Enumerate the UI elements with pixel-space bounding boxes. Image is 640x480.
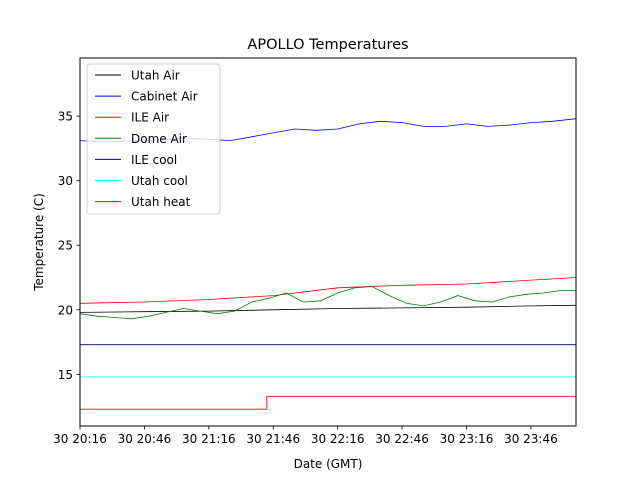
x-tick-label: 30 23:46 [504, 432, 558, 446]
series-line-ile-air [80, 277, 576, 304]
legend-label-utah-cool: Utah cool [131, 174, 188, 188]
x-tick-label: 30 21:16 [182, 432, 236, 446]
legend-label-ile-air: ILE Air [131, 111, 169, 125]
legend: Utah Air Cabinet Air ILE Air Dome Air ILE co… [86, 63, 221, 215]
y-tick-label: 20 [58, 303, 73, 317]
x-tick-label: 30 22:46 [375, 432, 429, 446]
legend-label-utah-heat: Utah heat [131, 195, 191, 209]
x-axis: 30 20:16 30 20:46 30 21:16 30 21:46 30 22:16… [53, 426, 558, 446]
series-line-dome-air [80, 286, 576, 320]
legend-label-dome-air: Dome Air [131, 132, 187, 146]
series-line-utah-heat [80, 395, 576, 410]
plot-frame [79, 57, 577, 427]
x-tick-label: 30 22:16 [311, 432, 365, 446]
y-axis: 15 20 25 30 35 [58, 110, 80, 382]
x-tick-label: 30 20:16 [53, 432, 107, 446]
y-tick-label: 25 [58, 239, 73, 253]
y-axis-title: Temperature (C) [32, 193, 46, 292]
y-tick-label: 30 [58, 174, 73, 188]
legend-label-ile-cool: ILE cool [131, 153, 177, 167]
series-line-utah-air [80, 304, 576, 313]
legend-label-utah-air: Utah Air [131, 69, 180, 83]
legend-label-cabinet-air: Cabinet Air [131, 90, 198, 104]
x-tick-label: 30 21:46 [246, 432, 300, 446]
legend-box [86, 63, 221, 215]
chart-title: APOLLO Temperatures [247, 37, 408, 53]
x-axis-title: Date (GMT) [294, 457, 363, 471]
y-tick-label: 35 [58, 110, 73, 124]
x-tick-label: 30 23:16 [440, 432, 494, 446]
x-tick-label: 30 20:46 [118, 432, 172, 446]
y-tick-label: 15 [58, 368, 73, 382]
